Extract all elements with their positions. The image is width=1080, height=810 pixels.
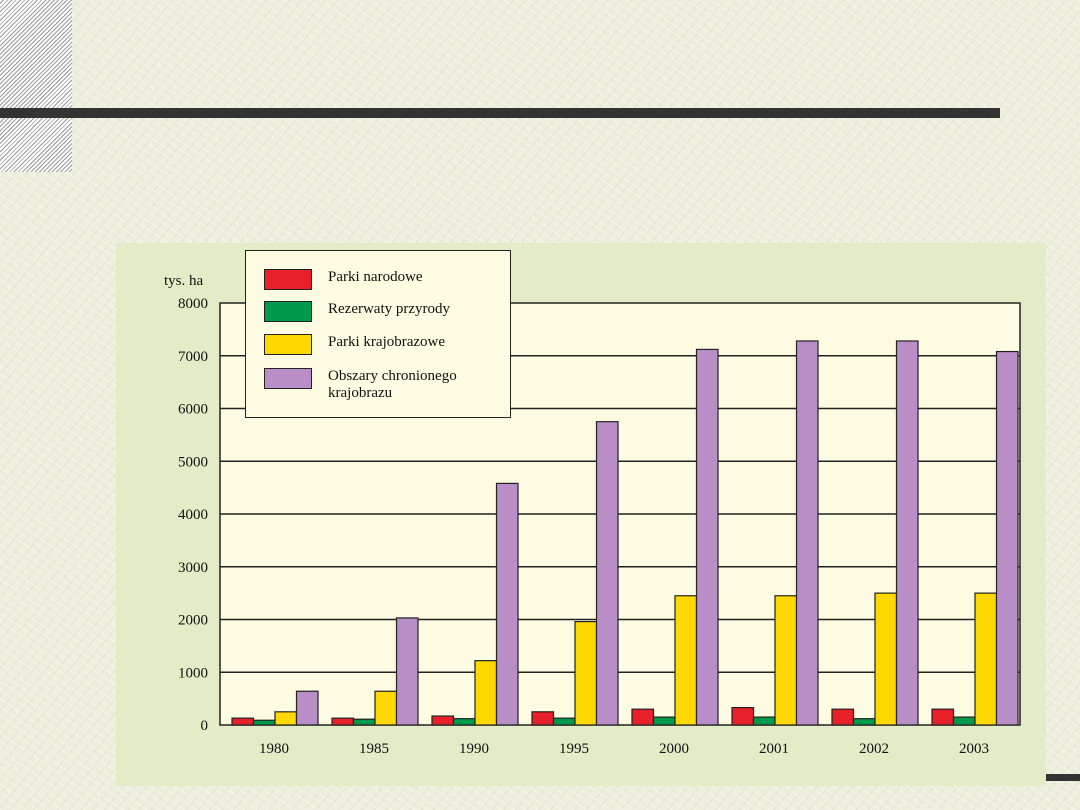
bar xyxy=(295,690,319,726)
bar xyxy=(574,621,598,726)
bar xyxy=(474,660,498,726)
y-tick-labels: 0 1000 2000 3000 4000 5000 6000 7000 8000 xyxy=(178,296,208,734)
bar xyxy=(431,715,455,726)
bar xyxy=(774,595,798,726)
bar xyxy=(452,718,476,726)
bar xyxy=(395,617,419,726)
x-tick-label: 2003 xyxy=(959,741,989,757)
x-tick-labels: 1980 1985 1990 1995 2000 2001 2002 2003 xyxy=(259,741,989,757)
bar xyxy=(331,717,355,726)
y-tick-label: 0 xyxy=(201,718,209,734)
bar xyxy=(695,348,719,726)
bar xyxy=(852,718,876,726)
y-tick-label: 5000 xyxy=(178,454,208,470)
legend-item-rezerwaty-przyrody: Rezerwaty przyrody xyxy=(264,301,498,322)
legend-item-parki-krajobrazowe: Parki krajobrazowe xyxy=(264,334,498,355)
bars xyxy=(231,340,1019,726)
y-tick-label: 7000 xyxy=(178,349,208,365)
legend: Parki narodowe Rezerwaty przyrody Parki … xyxy=(245,250,511,418)
bar xyxy=(252,719,276,726)
bar xyxy=(995,350,1019,726)
legend-label: Parki narodowe xyxy=(328,269,423,285)
legend-swatch xyxy=(264,368,312,389)
y-tick-label: 2000 xyxy=(178,613,208,629)
bar xyxy=(652,716,676,726)
y-tick-label: 3000 xyxy=(178,560,208,576)
bar xyxy=(231,717,255,726)
bar xyxy=(931,708,955,726)
x-tick-label: 1990 xyxy=(459,741,489,757)
bar xyxy=(895,340,919,726)
bar xyxy=(595,421,619,726)
legend-swatch xyxy=(264,269,312,290)
legend-label: Obszary chronionego krajobrazu xyxy=(328,368,457,401)
bar xyxy=(631,708,655,726)
bar xyxy=(795,340,819,726)
footer-divider xyxy=(1044,774,1080,781)
bar xyxy=(274,711,298,726)
y-tick-label: 4000 xyxy=(178,507,208,523)
y-tick-label: 8000 xyxy=(178,296,208,312)
bar xyxy=(352,718,376,726)
x-tick-label: 2001 xyxy=(759,741,789,757)
bar xyxy=(952,716,976,726)
bar xyxy=(752,716,776,726)
legend-swatch xyxy=(264,301,312,322)
y-tick-label: 1000 xyxy=(178,665,208,681)
x-tick-label: 1995 xyxy=(559,741,589,757)
legend-item-obszary-chronionego-krajobrazu: Obszary chronionego krajobrazu xyxy=(264,368,498,402)
bar xyxy=(831,708,855,726)
x-tick-label: 2000 xyxy=(659,741,689,757)
chart-panel: 0 1000 2000 3000 4000 5000 6000 7000 8000 1980 19… xyxy=(116,243,1046,786)
legend-label: Parki krajobrazowe xyxy=(328,334,446,350)
legend-label: Rezerwaty przyrody xyxy=(328,301,451,317)
x-tick-label: 1985 xyxy=(359,741,389,757)
bar xyxy=(874,592,898,726)
y-tick-label: 6000 xyxy=(178,402,208,418)
bar xyxy=(731,706,755,726)
title-divider xyxy=(0,108,1000,118)
legend-swatch xyxy=(264,334,312,355)
bar xyxy=(531,711,555,726)
bar xyxy=(552,717,576,726)
bar xyxy=(674,595,698,726)
bar xyxy=(374,690,398,726)
hatched-corner-decoration xyxy=(0,0,72,172)
bar xyxy=(974,592,998,726)
y-axis-label: tys. ha xyxy=(164,273,204,289)
x-tick-label: 2002 xyxy=(859,741,889,757)
legend-item-parki-narodowe: Parki narodowe xyxy=(264,269,498,290)
bar xyxy=(495,482,519,726)
x-tick-label: 1980 xyxy=(259,741,289,757)
